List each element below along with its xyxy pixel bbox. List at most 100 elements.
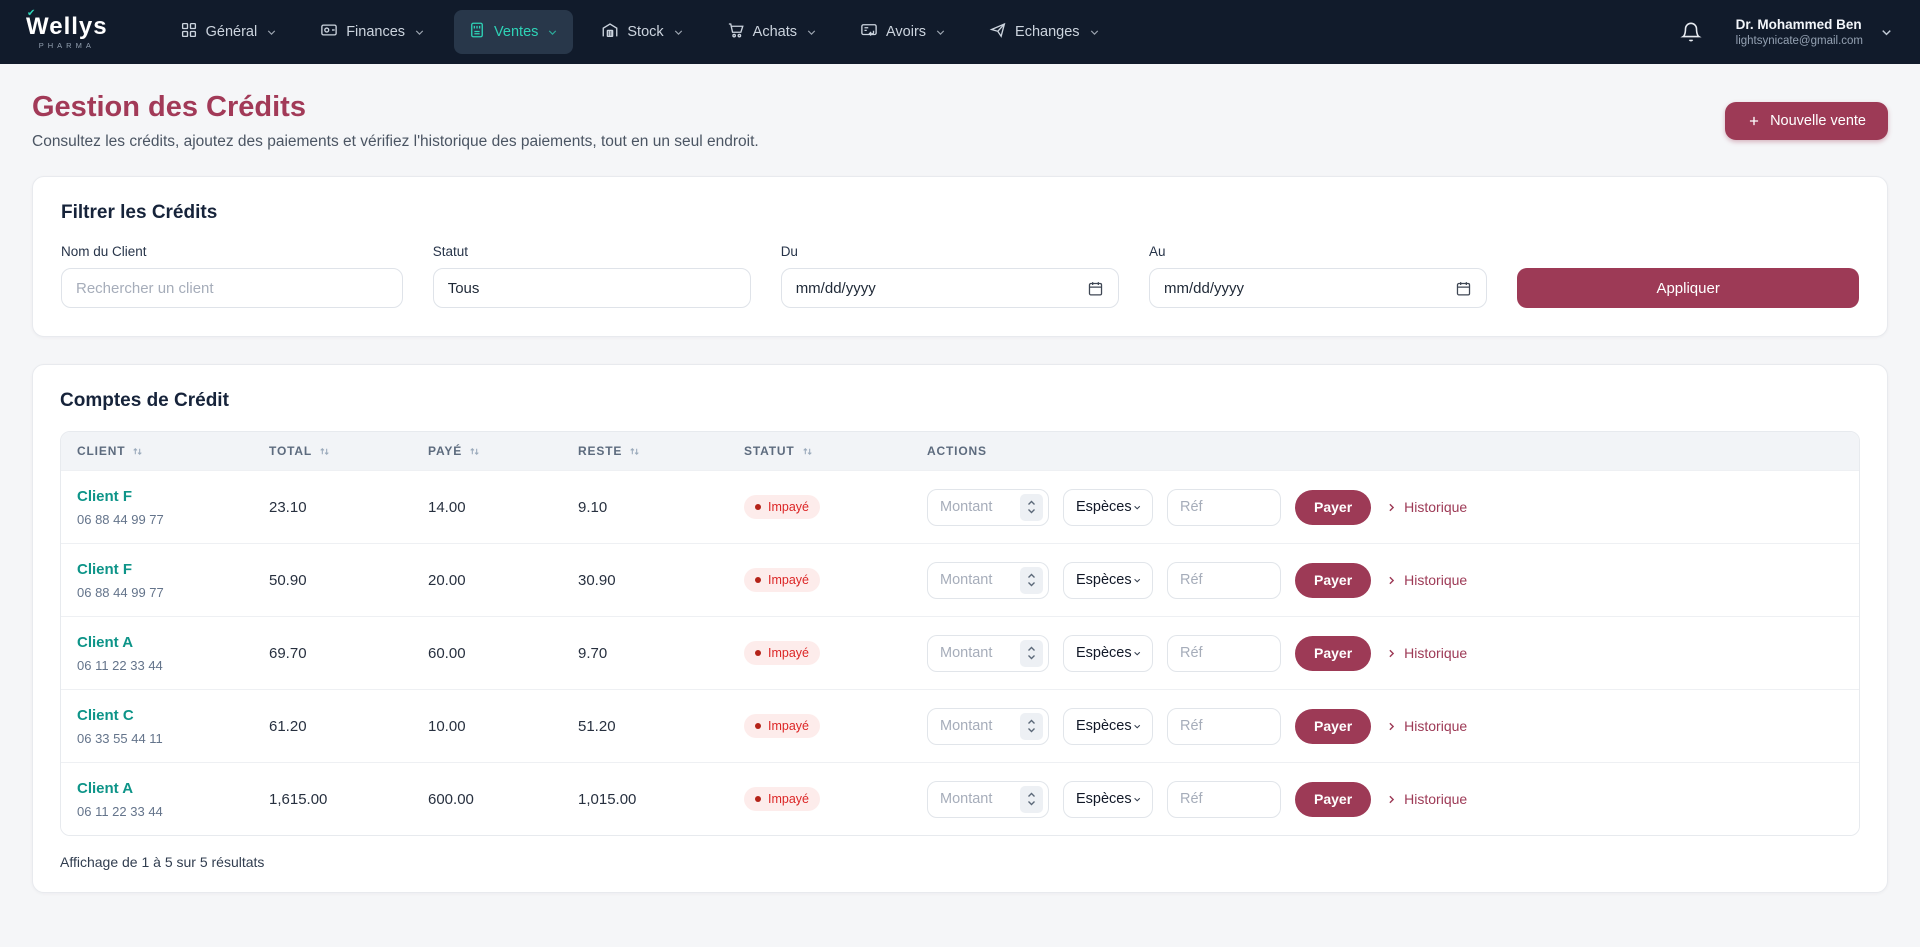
status-dot-icon — [755, 723, 761, 729]
nav-item-achats[interactable]: Achats — [713, 10, 832, 54]
chevron-down-icon — [807, 29, 816, 35]
statut-cell: Impayé — [728, 568, 911, 592]
col-statut[interactable]: STATUT — [728, 444, 911, 458]
reference-input[interactable] — [1167, 561, 1281, 599]
reference-input[interactable] — [1167, 780, 1281, 818]
chevron-down-icon — [1133, 724, 1140, 729]
apply-filter-button[interactable]: Appliquer — [1517, 268, 1859, 308]
pay-button[interactable]: Payer — [1295, 635, 1372, 671]
pay-button[interactable]: Payer — [1295, 489, 1372, 525]
client-cell: Client F 06 88 44 99 77 — [61, 488, 253, 527]
plus-icon — [1749, 116, 1759, 126]
actions-cell: Espèces Payer Historique — [911, 488, 1859, 526]
payment-method-select[interactable]: Espèces — [1063, 561, 1153, 599]
history-link[interactable]: Historique — [1385, 718, 1467, 734]
status-select[interactable]: Tous — [432, 268, 751, 308]
payment-method-select[interactable]: Espèces — [1063, 488, 1153, 526]
reste-cell: 1,015.00 — [578, 790, 637, 808]
client-name-link[interactable]: Client A — [77, 779, 134, 797]
date-to-input[interactable]: mm/dd/yyyy — [1149, 268, 1488, 308]
pay-button[interactable]: Payer — [1295, 781, 1372, 817]
send-icon — [989, 21, 1007, 43]
payment-method-select[interactable]: Espèces — [1063, 634, 1153, 672]
main-nav: Général Finances Ventes Stock Achats Avo… — [166, 10, 1115, 54]
client-name-link[interactable]: Client C — [77, 706, 134, 724]
reference-input[interactable] — [1167, 707, 1281, 745]
paye-cell: 600.00 — [428, 790, 474, 808]
client-phone: 06 88 44 99 77 — [77, 584, 164, 600]
amount-input[interactable] — [940, 791, 1020, 807]
nav-item-avoirs[interactable]: Avoirs — [846, 10, 961, 54]
history-link[interactable]: Historique — [1385, 645, 1467, 661]
paye-cell: 60.00 — [428, 644, 466, 662]
brand-name: Wellys — [26, 12, 108, 40]
credits-heading: Comptes de Crédit — [60, 390, 229, 411]
number-stepper[interactable] — [1020, 639, 1043, 667]
stepper-up-icon — [1028, 573, 1035, 578]
nav-item-ventes[interactable]: Ventes — [454, 10, 574, 54]
client-name-link[interactable]: Client F — [77, 487, 132, 505]
pay-button[interactable]: Payer — [1295, 708, 1372, 744]
client-search-input[interactable] — [61, 268, 403, 308]
col-reste[interactable]: RESTE — [562, 444, 728, 458]
reference-input[interactable] — [1167, 634, 1281, 672]
new-sale-button[interactable]: Nouvelle vente — [1725, 102, 1888, 140]
nav-item-general[interactable]: Général — [166, 10, 293, 54]
history-link[interactable]: Historique — [1385, 791, 1467, 807]
sort-icon — [470, 447, 479, 455]
user-menu[interactable]: Dr. Mohammed Ben lightsynicate@gmail.com — [1736, 17, 1894, 47]
chevron-down-icon — [1133, 505, 1140, 510]
statut-cell: Impayé — [728, 641, 911, 665]
number-stepper[interactable] — [1020, 566, 1043, 594]
payment-method-select[interactable]: Espèces — [1063, 707, 1153, 745]
credit-table-row: Client F 06 88 44 99 77 23.10 14.00 9.10… — [61, 470, 1859, 543]
filter-field-from: Du mm/dd/yyyy — [780, 244, 1119, 308]
payment-method-select[interactable]: Espèces — [1063, 780, 1153, 818]
nav-item-label: Avoirs — [886, 24, 927, 40]
amount-input-wrap — [927, 780, 1049, 818]
nav-item-finances[interactable]: Finances — [306, 10, 440, 54]
number-stepper[interactable] — [1020, 493, 1043, 521]
credit-note-icon — [860, 21, 878, 43]
notifications-button[interactable] — [1680, 21, 1702, 43]
total-cell: 69.70 — [269, 644, 307, 662]
chevron-down-icon — [1882, 29, 1891, 35]
client-name-link[interactable]: Client A — [77, 633, 134, 651]
number-stepper[interactable] — [1020, 712, 1043, 740]
calendar-icon[interactable] — [1087, 280, 1104, 297]
user-email: lightsynicate@gmail.com — [1735, 35, 1863, 47]
history-link[interactable]: Historique — [1385, 572, 1467, 588]
chevron-right-icon — [1389, 503, 1395, 511]
client-phone: 06 88 44 99 77 — [77, 511, 164, 527]
reference-input[interactable] — [1167, 488, 1281, 526]
number-stepper[interactable] — [1020, 785, 1043, 813]
amount-input[interactable] — [940, 718, 1020, 734]
client-name-link[interactable]: Client F — [77, 560, 132, 578]
col-paye[interactable]: PAYÉ — [412, 444, 562, 458]
status-dot-icon — [755, 504, 761, 510]
credits-table: CLIENT TOTAL PAYÉ RESTE STATUT — [60, 431, 1860, 836]
brand-logo[interactable]: Wellys ✔ PHARMA — [26, 8, 108, 50]
chevron-right-icon — [1389, 795, 1395, 803]
history-link[interactable]: Historique — [1385, 499, 1467, 515]
sort-icon — [802, 447, 812, 455]
col-total[interactable]: TOTAL — [253, 444, 412, 458]
calendar-icon[interactable] — [1455, 280, 1472, 297]
chevron-down-icon — [549, 29, 557, 35]
nav-item-label: Echanges — [1015, 24, 1080, 40]
client-cell: Client F 06 88 44 99 77 — [61, 561, 253, 600]
nav-item-echanges[interactable]: Echanges — [975, 10, 1115, 54]
amount-input[interactable] — [940, 572, 1020, 588]
amount-input[interactable] — [940, 499, 1020, 515]
pay-button[interactable]: Payer — [1295, 562, 1372, 598]
col-client[interactable]: CLIENT — [61, 444, 253, 458]
chevron-right-icon — [1389, 722, 1395, 730]
status-selected-value: Tous — [447, 279, 480, 297]
nav-item-stock[interactable]: Stock — [587, 10, 698, 54]
date-from-input[interactable]: mm/dd/yyyy — [780, 268, 1119, 308]
filter-field-status: Statut Tous — [432, 244, 751, 308]
amount-input[interactable] — [940, 645, 1020, 661]
chevron-down-icon — [1133, 578, 1140, 583]
client-cell: Client A 06 11 22 33 44 — [61, 634, 253, 673]
nav-item-label: Achats — [752, 24, 797, 40]
